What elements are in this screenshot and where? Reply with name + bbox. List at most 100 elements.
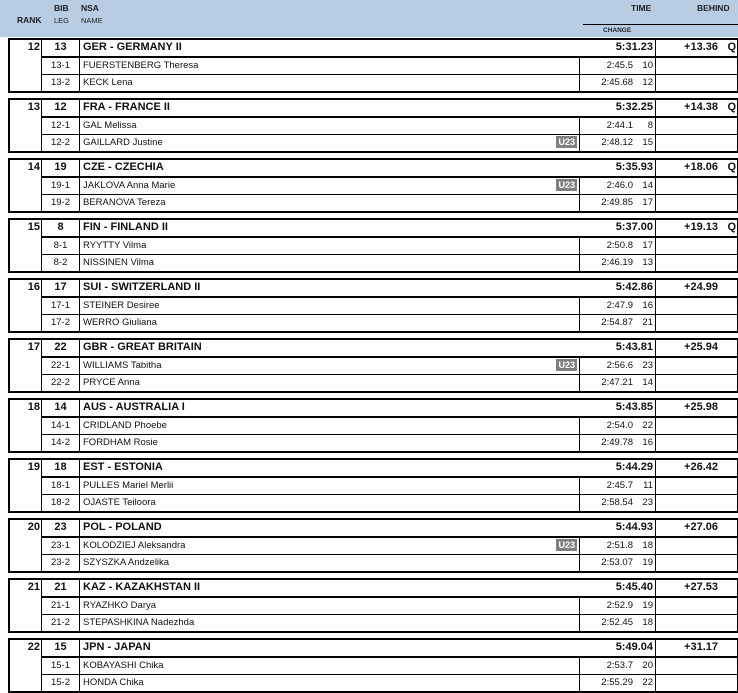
team-bib: 22 — [54, 341, 67, 353]
leg-rank: 16 — [642, 300, 653, 311]
leg-rank: 12 — [642, 77, 653, 88]
team-result: 19 18 EST - ESTONIA 5:44.29 +26.42 18-1 PULLES… — [8, 458, 738, 513]
divider — [41, 656, 737, 658]
team-bib: 18 — [54, 461, 67, 473]
divider — [579, 597, 580, 631]
header-divider — [583, 24, 738, 25]
divider — [655, 640, 656, 691]
team-result: 18 14 AUS - AUSTRALIA I 5:43.85 +25.98 14-1 CR… — [8, 398, 738, 453]
divider — [579, 357, 580, 391]
team-bib: 17 — [54, 281, 67, 293]
leg-rank: 15 — [642, 137, 653, 148]
leg-number: 14-2 — [50, 437, 70, 448]
team-result: 13 12 FRA - FRANCE II 5:32.25 +14.38 Q 12-1 GAL… — [8, 98, 738, 153]
team-result: 21 21 KAZ - KAZAKHSTAN II 5:45.40 +27.53 21-1… — [8, 578, 738, 633]
qualified-mark: Q — [727, 41, 736, 53]
team-rank: 12 — [27, 41, 40, 53]
athlete-name: GAL Melissa — [83, 120, 137, 131]
divider — [41, 596, 737, 598]
divider — [41, 236, 737, 238]
team-rank: 21 — [27, 581, 40, 593]
leg-time: 2:46.19 — [601, 257, 633, 268]
leg-number: 8-1 — [53, 240, 68, 251]
divider — [41, 296, 737, 298]
athlete-name: KECK Lena — [83, 77, 133, 88]
header-change: CHANGE — [603, 27, 632, 34]
header-name: NAME — [81, 16, 103, 25]
team-bib: 13 — [54, 41, 67, 53]
athlete-name: SZYSZKA Andzelika — [83, 557, 170, 568]
leg-rank: 8 — [647, 120, 653, 131]
team-name: GBR - GREAT BRITAIN — [83, 341, 202, 353]
divider — [79, 280, 80, 331]
leg-rank: 18 — [642, 617, 653, 628]
team-bib: 15 — [54, 641, 67, 653]
team-time: 5:43.85 — [615, 401, 653, 413]
leg-time: 2:47.9 — [606, 300, 633, 311]
table-header: RANK BIB LEG NSA NAME TIME BEHIND CHANGE — [0, 0, 738, 37]
leg-number: 14-1 — [50, 420, 70, 431]
team-behind: +24.99 — [684, 281, 718, 293]
divider — [579, 537, 580, 571]
team-name: CZE - CZECHIA — [83, 161, 164, 173]
leg-number: 17-2 — [50, 317, 70, 328]
leg-rank: 10 — [642, 60, 653, 71]
leg-time: 2:51.8 — [606, 540, 633, 551]
leg-number: 22-1 — [50, 360, 70, 371]
leg-rank: 23 — [642, 497, 653, 508]
divider — [579, 297, 580, 331]
team-result: 14 19 CZE - CZECHIA 5:35.93 +18.06 Q 19-1 JAKLO… — [8, 158, 738, 213]
athlete-name: HONDA Chika — [83, 677, 144, 688]
athlete-name: NISSINEN Vilma — [83, 257, 155, 268]
divider — [41, 314, 737, 315]
team-bib: 23 — [54, 521, 67, 533]
divider — [41, 56, 737, 58]
divider — [41, 176, 737, 178]
u23-badge: U23 — [556, 539, 577, 551]
team-result: 16 17 SUI - SWITZERLAND II 5:42.86 +24.99 17-… — [8, 278, 738, 333]
divider — [41, 400, 42, 451]
team-time: 5:44.93 — [615, 521, 653, 533]
divider — [579, 117, 580, 151]
divider — [579, 177, 580, 211]
athlete-name: OJASTE Teiloora — [83, 497, 156, 508]
team-rank: 22 — [27, 641, 40, 653]
divider — [41, 280, 42, 331]
divider — [41, 374, 737, 375]
divider — [655, 40, 656, 91]
team-behind: +25.94 — [684, 341, 718, 353]
team-name: FRA - FRANCE II — [83, 101, 170, 113]
divider — [41, 614, 737, 615]
team-time: 5:37.00 — [615, 221, 653, 233]
team-time: 5:43.81 — [615, 341, 653, 353]
divider — [41, 100, 42, 151]
divider — [79, 580, 80, 631]
team-bib: 8 — [57, 221, 64, 233]
leg-number: 13-1 — [50, 60, 70, 71]
team-result: 12 13 GER - GERMANY II 5:31.23 +13.36 Q 13-1 FU… — [8, 38, 738, 93]
divider — [655, 160, 656, 211]
leg-rank: 16 — [642, 437, 653, 448]
divider — [41, 476, 737, 478]
divider — [41, 134, 737, 135]
leg-rank: 17 — [642, 197, 653, 208]
u23-badge: U23 — [556, 136, 577, 148]
team-time: 5:42.86 — [615, 281, 653, 293]
team-time: 5:44.29 — [615, 461, 653, 473]
divider — [41, 194, 737, 195]
leg-number: 12-1 — [50, 120, 70, 131]
divider — [655, 100, 656, 151]
athlete-name: PRYCE Anna — [83, 377, 140, 388]
leg-time: 2:56.6 — [606, 360, 633, 371]
leg-rank: 19 — [642, 600, 653, 611]
leg-number: 22-2 — [50, 377, 70, 388]
team-result: 17 22 GBR - GREAT BRITAIN 5:43.81 +25.94 22-1… — [8, 338, 738, 393]
athlete-name: WILLIAMS Tabitha — [83, 360, 162, 371]
team-result: 15 8 FIN - FINLAND II 5:37.00 +19.13 Q 8-1 RYYT… — [8, 218, 738, 273]
athlete-name: FUERSTENBERG Theresa — [83, 60, 199, 71]
team-behind: +14.38 — [684, 101, 718, 113]
team-time: 5:31.23 — [615, 41, 653, 53]
athlete-name: STEPASHKINA Nadezhda — [83, 617, 195, 628]
leg-rank: 11 — [643, 480, 653, 491]
divider — [41, 160, 42, 211]
